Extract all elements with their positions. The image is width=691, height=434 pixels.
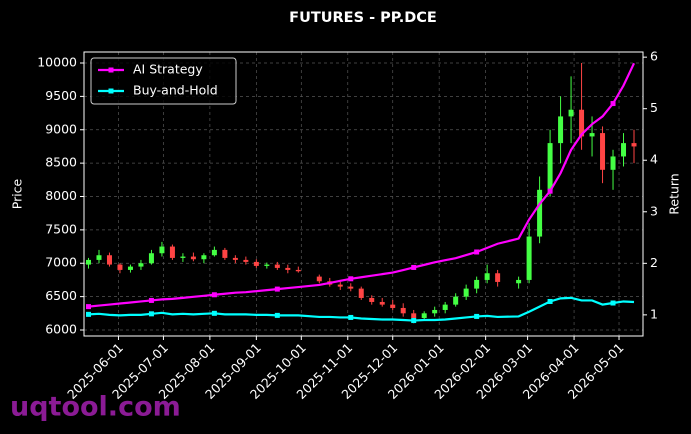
candle-body (285, 267, 291, 270)
series-marker (148, 297, 154, 303)
candle-body (589, 133, 595, 137)
candle-body (222, 249, 228, 258)
candle-body (127, 266, 133, 270)
y-tick-label: 8500 (45, 155, 77, 170)
candle-body (453, 296, 459, 305)
legend-box (90, 57, 237, 105)
candle-body (432, 309, 438, 314)
plot-frame (83, 51, 644, 337)
series-marker (348, 276, 354, 282)
series-line (88, 62, 636, 308)
candle-body (159, 246, 165, 254)
candle-body (316, 276, 322, 282)
legend-marker (108, 67, 114, 73)
y2-tick-label: 1 (650, 306, 658, 321)
y2-tick-label: 4 (650, 152, 658, 167)
y-tick-label: 10000 (37, 55, 77, 70)
candle-body (348, 286, 354, 289)
series-marker (274, 286, 280, 292)
y2-tick-label: 3 (650, 203, 658, 218)
series-marker (348, 314, 354, 320)
candle-body (117, 264, 123, 270)
series-marker (411, 318, 417, 324)
series-marker (474, 249, 480, 255)
candle-body (169, 246, 175, 258)
candle-body (190, 256, 196, 260)
y-tick-label: 8000 (45, 188, 77, 203)
series-marker (474, 313, 480, 319)
candle-body (558, 116, 564, 144)
series-line (88, 296, 635, 322)
legend-marker (108, 88, 114, 94)
candle-body (463, 288, 469, 297)
candle-body (106, 255, 112, 265)
legend-label: AI Strategy (133, 62, 203, 77)
candle-body (516, 279, 522, 284)
candle-body (537, 189, 543, 237)
y2-tick-label: 2 (650, 255, 658, 270)
candle-body (180, 256, 186, 258)
candle-body (243, 259, 249, 262)
candle-body (411, 313, 417, 318)
y2-axis-label: Return (667, 173, 682, 214)
candle-body (201, 255, 207, 260)
candle-body (631, 143, 637, 147)
series-marker (274, 312, 280, 318)
y2-tick-label: 5 (650, 100, 658, 115)
candle-body (442, 304, 448, 310)
series-marker (411, 264, 417, 270)
candle-body (369, 297, 375, 302)
y2-tick-label: 6 (650, 49, 658, 64)
series-marker (85, 304, 91, 310)
candle-body (474, 279, 480, 289)
candle-body (547, 143, 553, 190)
candle-body (211, 249, 217, 256)
candle-body (295, 269, 301, 272)
candle-body (421, 313, 427, 318)
candle-body (274, 264, 280, 268)
y-tick-label: 6500 (45, 288, 77, 303)
series-marker (610, 300, 616, 306)
series-marker (211, 310, 217, 316)
y-tick-label: 7500 (45, 221, 77, 236)
series-marker (547, 298, 553, 304)
y-tick-label: 7000 (45, 255, 77, 270)
candle-body (495, 273, 501, 282)
series-marker (148, 311, 154, 317)
candle-body (264, 264, 270, 266)
series-marker (85, 311, 91, 317)
candle-body (379, 301, 385, 305)
candle-body (148, 253, 154, 264)
y-tick-label: 6000 (45, 321, 77, 336)
y-tick-label: 9000 (45, 121, 77, 136)
candle-body (621, 143, 627, 157)
candle-body (579, 109, 585, 137)
series-marker (211, 292, 217, 298)
candle-body (610, 156, 616, 170)
candle-body (400, 307, 406, 314)
candle-body (85, 259, 91, 265)
candle-body (232, 257, 238, 260)
candle-body (253, 261, 259, 266)
candle-body (484, 273, 490, 280)
series-marker (610, 101, 616, 107)
series-marker (547, 188, 553, 194)
candle-body (568, 109, 574, 117)
candle-body (526, 236, 532, 280)
legend-label: Buy-and-Hold (133, 83, 218, 98)
chart-title: FUTURES - PP.DCE (289, 10, 437, 26)
y-axis-label: Price (10, 178, 25, 209)
candle-body (390, 304, 396, 308)
candle-body (138, 263, 144, 267)
candle-body (96, 255, 102, 260)
y-tick-label: 9500 (45, 88, 77, 103)
watermark: uqtool.com (10, 392, 181, 423)
candle-body (337, 284, 343, 287)
candle-body (358, 288, 364, 298)
candle-body (600, 133, 606, 170)
